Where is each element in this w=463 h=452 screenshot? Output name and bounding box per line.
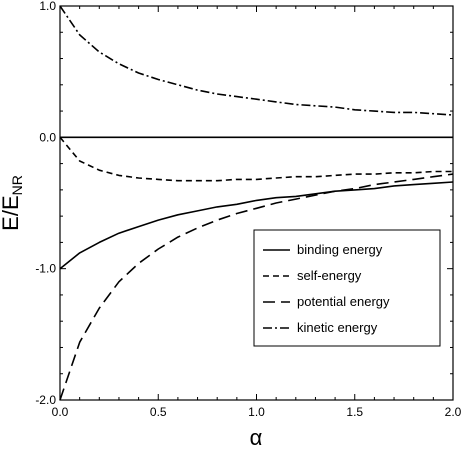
x-axis-title: α [250,425,263,450]
legend-label-binding-energy: binding energy [297,242,383,257]
series-kinetic-energy-line [59,5,454,116]
y-axis-title-main: E/E [0,195,23,230]
series-binding-energy-line [59,181,454,270]
x-tick-label: 1.5 [346,405,363,419]
x-tick-label: 1.0 [248,405,265,419]
legend: binding energy self-energy potential energ… [253,229,441,347]
axis-ticks: 0.0 0.5 1.0 1.5 2.0 -2.0 -1.0 0.0 1.0 [35,0,461,419]
x-tick-label: 0.0 [52,405,69,419]
y-tick-label: 0.0 [39,130,56,144]
series-self-energy-line [59,136,453,182]
y-axis-title: E/ENR [0,175,25,231]
series-potential-energy-line [59,173,454,401]
legend-items: binding energy self-energy potential energ… [263,242,390,335]
y-tick-label: -2.0 [35,393,56,407]
y-axis-title-sub: NR [9,175,25,195]
x-tick-label: 0.5 [150,405,167,419]
series-layer [59,5,454,401]
legend-label-kinetic-energy: kinetic energy [297,320,378,335]
legend-label-potential-energy: potential energy [297,294,390,309]
y-tick-label: 1.0 [39,0,56,13]
y-tick-label: -1.0 [35,262,56,276]
legend-label-self-energy: self-energy [297,268,362,283]
x-tick-label: 2.0 [445,405,462,419]
